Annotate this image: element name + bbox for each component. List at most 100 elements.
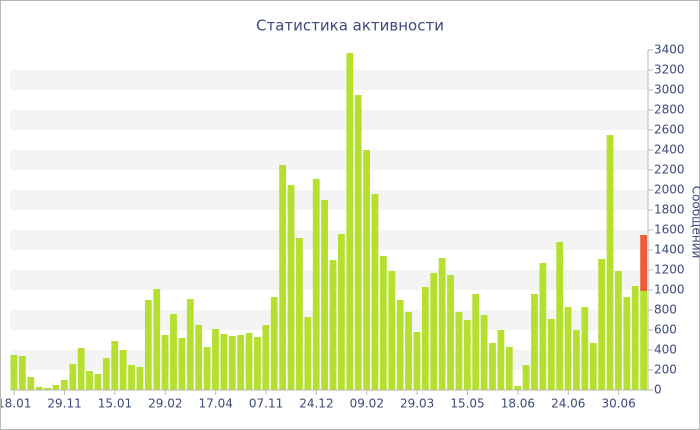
grid-band xyxy=(10,310,648,330)
bar xyxy=(203,347,211,390)
bar xyxy=(514,386,522,390)
grid-band xyxy=(10,110,648,130)
bar xyxy=(128,365,135,390)
x-tick-label: 07.11 xyxy=(249,397,283,411)
bar xyxy=(405,312,412,390)
bar xyxy=(170,314,177,390)
bar xyxy=(589,343,597,390)
plot: 0 200 400 600 800 1000 1200 1400 1600 1800 2000 220… xyxy=(0,43,685,411)
y-tick-label: 1000 xyxy=(654,283,685,297)
bar xyxy=(447,275,454,390)
bar xyxy=(237,335,245,390)
bar xyxy=(413,332,421,390)
bar xyxy=(245,333,253,390)
x-tick-label: 30.06 xyxy=(601,397,635,411)
y-tick-label: 0 xyxy=(654,383,662,397)
x-tick-label: 09.02 xyxy=(350,397,384,411)
bar xyxy=(430,273,438,390)
x-tick-label: 15.05 xyxy=(450,397,484,411)
bar xyxy=(111,341,119,390)
bar xyxy=(153,289,161,390)
bar xyxy=(631,286,639,390)
bar xyxy=(18,356,26,390)
bar xyxy=(212,329,219,390)
bar xyxy=(396,300,404,390)
y-tick-label: 3200 xyxy=(654,63,685,77)
grid-band xyxy=(10,230,648,250)
bar xyxy=(329,260,337,390)
bar xyxy=(52,385,60,390)
bar xyxy=(388,271,396,390)
y-tick-label: 2000 xyxy=(654,183,685,197)
x-tick-label: 24.12 xyxy=(299,397,333,411)
bar xyxy=(623,297,631,390)
bar xyxy=(581,307,589,390)
bar xyxy=(505,347,513,390)
bar xyxy=(161,335,169,390)
bar xyxy=(615,271,622,390)
bar xyxy=(379,256,387,390)
bar xyxy=(556,242,564,390)
y-tick-label: 200 xyxy=(654,363,677,377)
y-tick-label: 2200 xyxy=(654,163,685,177)
bar xyxy=(144,300,152,390)
x-tick-label: 24.06 xyxy=(551,397,585,411)
bar xyxy=(539,263,547,390)
y-tick-label: 1600 xyxy=(654,223,685,237)
bar xyxy=(463,320,471,390)
bar xyxy=(531,294,538,390)
y-tick-label: 400 xyxy=(654,343,677,357)
grid-band xyxy=(10,150,648,170)
x-tick-label: 29.02 xyxy=(148,397,182,411)
bar xyxy=(119,350,127,390)
grid-band xyxy=(10,350,648,370)
bar xyxy=(44,388,51,390)
bar xyxy=(640,235,647,291)
bar xyxy=(270,297,278,390)
y-axis-title: Сообщений xyxy=(690,186,700,259)
bar xyxy=(35,387,43,390)
bar xyxy=(472,294,480,390)
bar xyxy=(640,291,647,390)
bar xyxy=(178,338,186,390)
bar xyxy=(94,374,102,390)
bar xyxy=(296,238,303,390)
y-tick-label: 2400 xyxy=(654,143,685,157)
bar xyxy=(354,95,362,390)
bar xyxy=(287,185,295,390)
bar xyxy=(136,367,144,390)
bar xyxy=(220,334,228,390)
x-tick-label: 17.04 xyxy=(198,397,232,411)
bar xyxy=(10,355,18,390)
y-tick-label: 3400 xyxy=(654,43,685,57)
bar xyxy=(102,358,110,390)
bar xyxy=(69,364,77,390)
grid-band xyxy=(10,190,648,210)
y-tick-label: 600 xyxy=(654,323,677,337)
x-tick-label: 18.01 xyxy=(0,397,31,411)
bar xyxy=(279,165,287,390)
bar xyxy=(86,371,93,390)
bar xyxy=(573,330,580,390)
bar xyxy=(455,312,463,390)
bar xyxy=(547,319,555,390)
bar xyxy=(421,287,429,390)
bar xyxy=(363,150,370,390)
bar xyxy=(371,194,379,390)
y-tick-label: 800 xyxy=(654,303,677,317)
y-tick-label: 2800 xyxy=(654,103,685,117)
x-tick-label: 29.03 xyxy=(400,397,434,411)
chart-title: Статистика активности xyxy=(256,17,444,35)
bar xyxy=(346,53,354,390)
bar xyxy=(522,365,530,390)
bar xyxy=(497,330,505,390)
bar xyxy=(195,325,203,390)
bar xyxy=(262,325,270,390)
y-tick-label: 1200 xyxy=(654,263,685,277)
bar xyxy=(304,317,312,390)
bar xyxy=(480,315,488,390)
x-tick-label: 15.01 xyxy=(98,397,132,411)
grid-band xyxy=(10,70,648,90)
y-tick-label: 1400 xyxy=(654,243,685,257)
